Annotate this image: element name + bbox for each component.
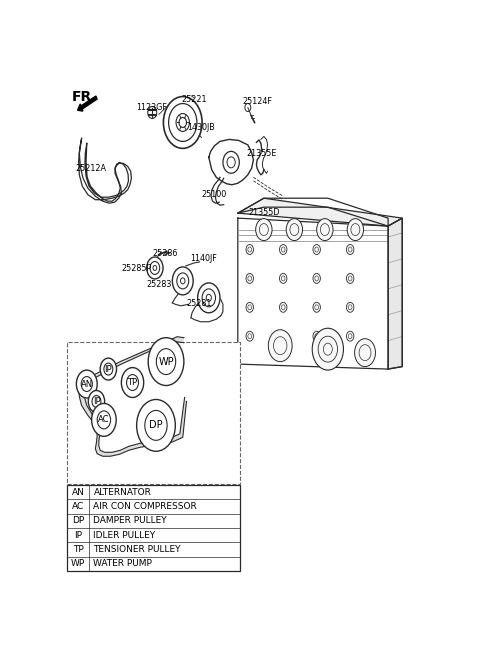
Text: FR.: FR. [72,90,97,104]
Text: TP: TP [128,378,138,387]
Circle shape [313,331,321,341]
Circle shape [163,96,202,148]
Circle shape [313,302,321,313]
Text: AC: AC [72,502,84,511]
Circle shape [355,338,375,367]
Circle shape [347,302,354,313]
Circle shape [172,267,193,295]
Text: AIR CON COMPRESSOR: AIR CON COMPRESSOR [94,502,197,511]
Circle shape [313,245,321,254]
Text: IDLER PULLEY: IDLER PULLEY [94,531,156,540]
Text: DP: DP [72,516,84,525]
Polygon shape [388,218,402,369]
Circle shape [246,274,253,283]
Text: 21355E: 21355E [246,149,277,158]
Circle shape [81,377,92,391]
Circle shape [147,257,163,279]
Text: 25100: 25100 [202,190,227,199]
Text: 25212A: 25212A [75,164,106,173]
Circle shape [121,367,144,397]
Text: WP: WP [71,559,85,568]
Circle shape [347,274,354,283]
Circle shape [223,151,240,173]
Text: WATER PUMP: WATER PUMP [94,559,152,568]
Text: 1123GF: 1123GF [136,103,167,112]
Polygon shape [79,336,186,456]
Text: 25221: 25221 [181,95,207,104]
Circle shape [198,283,220,313]
Circle shape [256,219,272,241]
Text: 21355D: 21355D [248,208,280,217]
Text: 25281: 25281 [187,299,212,308]
Circle shape [317,219,333,241]
Circle shape [286,219,302,241]
Polygon shape [238,198,402,226]
Text: ALTERNATOR: ALTERNATOR [94,488,151,497]
Circle shape [312,328,344,370]
Circle shape [97,411,110,429]
Circle shape [268,330,292,362]
Text: 1430JB: 1430JB [187,123,215,132]
Text: AN: AN [72,488,84,497]
Text: IP: IP [93,397,100,406]
Text: TENSIONER PULLEY: TENSIONER PULLEY [94,545,181,554]
Circle shape [92,404,116,436]
Circle shape [347,245,354,254]
Circle shape [76,370,97,398]
Circle shape [127,375,139,391]
Circle shape [279,274,287,283]
Circle shape [246,331,253,341]
Circle shape [246,302,253,313]
Text: 25286: 25286 [153,248,178,258]
Circle shape [179,118,186,127]
Text: 1140JF: 1140JF [190,254,216,263]
Circle shape [100,358,117,380]
Text: AC: AC [98,415,109,424]
Circle shape [156,349,176,375]
Circle shape [347,331,354,341]
Circle shape [88,391,105,412]
Circle shape [104,363,113,375]
Text: 25285P: 25285P [121,265,151,274]
Circle shape [246,245,253,254]
Circle shape [145,410,167,441]
FancyArrow shape [78,96,97,111]
Circle shape [347,219,363,241]
Text: IP: IP [74,531,82,540]
Text: DAMPER PULLEY: DAMPER PULLEY [94,516,167,525]
Circle shape [148,338,184,386]
Text: IP: IP [105,364,112,373]
Text: WP: WP [158,356,174,367]
Text: DP: DP [149,421,163,430]
FancyBboxPatch shape [67,485,240,571]
Circle shape [279,302,287,313]
Text: 25283: 25283 [146,280,171,289]
Circle shape [92,395,101,408]
Text: AN: AN [81,380,93,389]
Text: 25124F: 25124F [242,97,272,106]
Circle shape [313,274,321,283]
Text: TP: TP [73,545,84,554]
Circle shape [279,245,287,254]
Circle shape [137,399,175,452]
FancyBboxPatch shape [67,342,240,484]
Circle shape [279,331,287,341]
